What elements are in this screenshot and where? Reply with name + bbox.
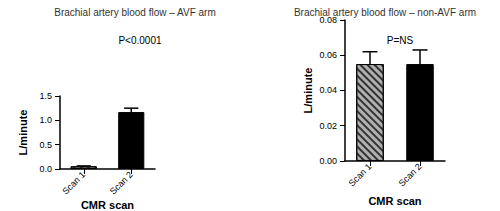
svg-text:Brachial artery blood flow – A: Brachial artery blood flow – AVF arm: [54, 7, 216, 18]
svg-text:0.02: 0.02: [319, 121, 337, 131]
svg-text:L/minute: L/minute: [17, 110, 29, 156]
svg-text:P<0.0001: P<0.0001: [118, 35, 162, 46]
svg-text:Scan 2: Scan 2: [397, 161, 424, 188]
svg-text:Scan 2: Scan 2: [108, 169, 135, 196]
svg-text:L/minute: L/minute: [302, 68, 314, 114]
svg-text:0.5: 0.5: [39, 140, 52, 150]
svg-text:1.0: 1.0: [39, 115, 52, 125]
svg-text:0.08: 0.08: [319, 15, 337, 25]
svg-text:0.06: 0.06: [319, 50, 337, 60]
svg-text:Scan 1: Scan 1: [60, 169, 87, 196]
svg-text:Brachial artery blood flow – n: Brachial artery blood flow – non-AVF arm: [294, 7, 476, 18]
svg-text:0.0: 0.0: [39, 164, 52, 174]
svg-text:Scan 1: Scan 1: [347, 161, 374, 188]
svg-text:CMR scan: CMR scan: [368, 195, 421, 207]
svg-text:1.5: 1.5: [39, 91, 52, 101]
svg-text:CMR scan: CMR scan: [81, 199, 134, 211]
svg-text:0.04: 0.04: [319, 85, 337, 95]
svg-text:0.00: 0.00: [319, 156, 337, 166]
svg-text:P=NS: P=NS: [387, 35, 414, 46]
